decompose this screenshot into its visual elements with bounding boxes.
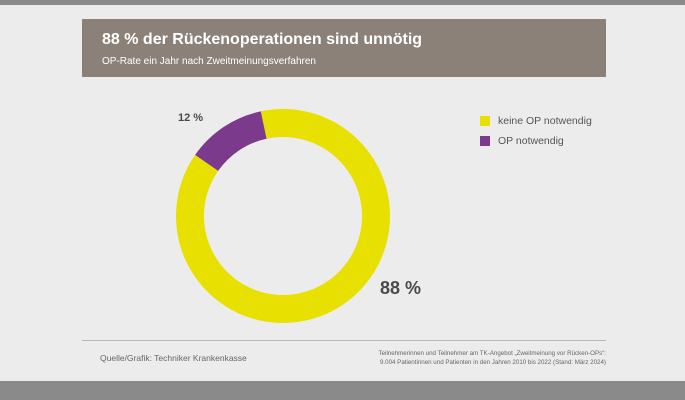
legend-item-op: OP notwendig xyxy=(480,132,592,150)
top-bar xyxy=(0,0,685,5)
footnote-line-2: 9.004 Patientinnen und Patienten in den … xyxy=(379,358,606,366)
legend: keine OP notwendig OP notwendig xyxy=(480,112,592,152)
legend-item-keine-op: keine OP notwendig xyxy=(480,112,592,130)
chart-title: 88 % der Rückenoperationen sind unnötig xyxy=(102,31,423,48)
chart-header: 88 % der Rückenoperationen sind unnötig … xyxy=(82,19,606,77)
legend-label-op: OP notwendig xyxy=(498,135,564,147)
footer-divider xyxy=(82,340,606,341)
donut-slice-op xyxy=(195,111,267,171)
footnote: Teilnehmerinnen und Teilnehmer am TK-Ang… xyxy=(366,350,606,367)
legend-swatch-keine-op xyxy=(480,116,490,126)
data-label-op: 12 % xyxy=(178,112,204,124)
legend-swatch-op xyxy=(480,136,490,146)
source-text: Quelle/Grafik: Techniker Krankenkasse xyxy=(100,353,247,363)
footnote-line-1: Teilnehmerinnen und Teilnehmer am TK-Ang… xyxy=(378,350,606,357)
bottom-bar xyxy=(0,381,685,400)
data-label-keine-op: 88 % xyxy=(380,278,422,298)
chart-subtitle: OP-Rate ein Jahr nach Zweitmeinungsverfa… xyxy=(102,56,316,67)
legend-label-keine-op: keine OP notwendig xyxy=(498,115,592,127)
